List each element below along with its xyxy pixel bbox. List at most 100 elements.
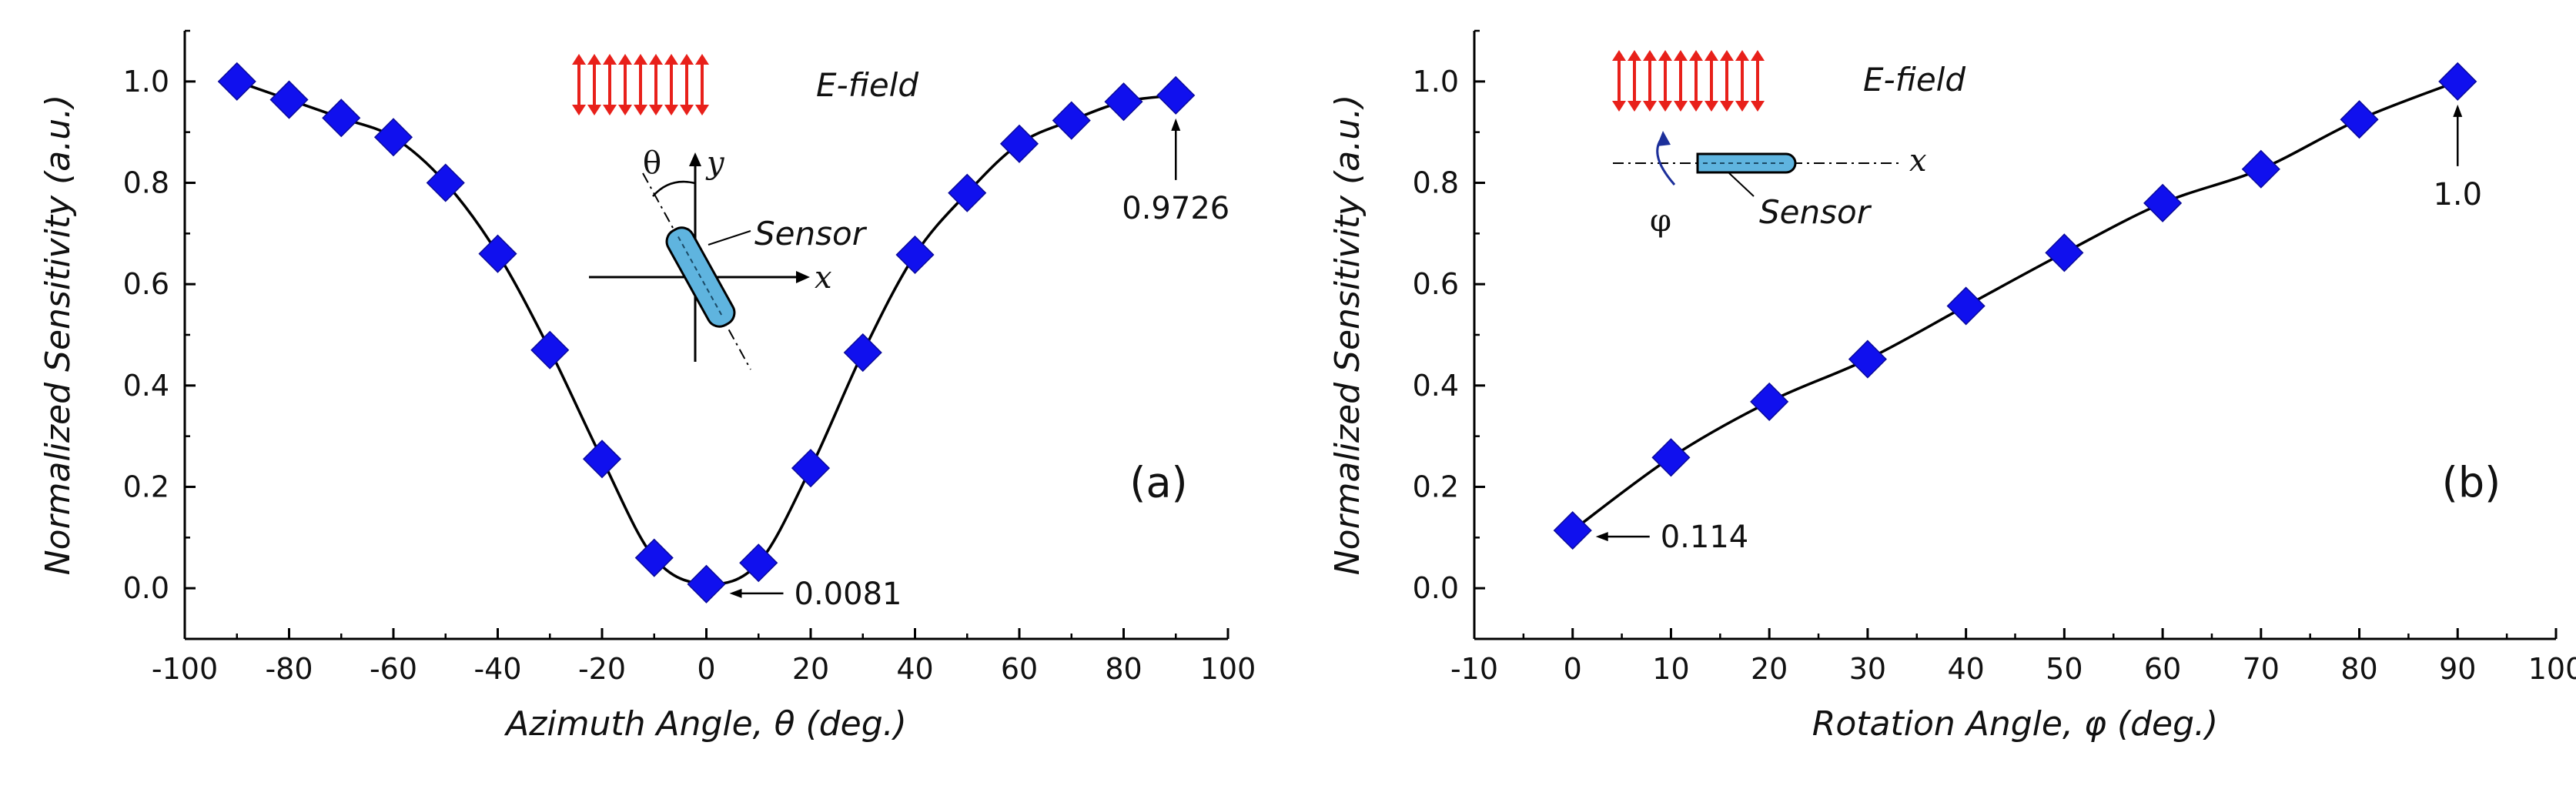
x-tick-label: 40	[896, 652, 933, 686]
y-tick-label: 0.6	[1413, 267, 1459, 301]
efield-arrow-head-up	[1643, 50, 1657, 61]
inset-y-label: y	[705, 145, 725, 181]
efield-arrow-head-down	[664, 105, 678, 115]
y-tick-label: 0.8	[1413, 166, 1459, 200]
data-point-marker	[791, 449, 831, 488]
efield-arrow-head-up	[603, 54, 617, 65]
efield-arrow-head-down	[695, 105, 709, 115]
efield-arrow-head-down	[1643, 101, 1657, 112]
data-point-marker	[1156, 75, 1196, 115]
data-point-marker	[1104, 82, 1143, 122]
efield-arrow-head-down	[1735, 101, 1749, 112]
efield-arrow-head-up	[1751, 50, 1765, 61]
rotation-arrow-head	[1657, 131, 1671, 146]
efield-arrow-head-up	[1628, 50, 1641, 61]
y-tick-label: 0.2	[1413, 470, 1459, 504]
efield-arrow-head-up	[1612, 50, 1626, 61]
efield-arrow-head-up	[1720, 50, 1734, 61]
inset-y-axis-arrowhead	[689, 152, 701, 166]
y-tick-label: 0.0	[1413, 571, 1459, 605]
data-point-marker	[373, 118, 413, 157]
x-tick-label: -40	[473, 652, 521, 686]
efield-arrow-head-up	[695, 54, 709, 65]
y-tick-label: 1.0	[123, 65, 169, 99]
panel-label: (a)	[1129, 459, 1187, 507]
efield-arrow-head-up	[572, 54, 586, 65]
data-point-marker	[843, 333, 882, 373]
annotation: 1.0	[2433, 104, 2482, 212]
x-tick-label: 100	[1200, 652, 1256, 686]
x-tick-label: 60	[1001, 652, 1038, 686]
x-tick-label: 20	[1751, 652, 1788, 686]
y-tick-label: 0.8	[123, 166, 169, 200]
efield-arrow-head-down	[1720, 101, 1734, 112]
x-tick-label: 80	[1105, 652, 1142, 686]
x-tick-label: 70	[2243, 652, 2280, 686]
efield-arrow-head-down	[1751, 101, 1765, 112]
x-tick-label: -80	[265, 652, 313, 686]
data-point-marker	[1848, 339, 1887, 379]
x-tick-label: 80	[2340, 652, 2377, 686]
efield-label: E-field	[1863, 61, 1965, 99]
data-point-marker	[2241, 149, 2280, 189]
data-point-marker	[478, 234, 517, 273]
angle-arc	[652, 180, 696, 197]
efield-arrow-head-down	[1674, 101, 1688, 112]
efield-arrow-head-down	[1612, 101, 1626, 112]
efield-arrow-head-down	[649, 105, 663, 115]
efield-arrow-head-down	[1658, 101, 1672, 112]
x-tick-label: 100	[2528, 652, 2576, 686]
x-tick-label: 90	[2439, 652, 2476, 686]
efield-arrow-head-up	[664, 54, 678, 65]
data-point-marker	[739, 543, 778, 583]
data-point-marker	[948, 173, 987, 212]
efield-arrows	[1612, 50, 1765, 112]
efield-arrow-head-down	[680, 105, 694, 115]
x-tick-label: -100	[152, 652, 218, 686]
efield-arrow-head-down	[587, 105, 601, 115]
sensor-label: Sensor	[754, 215, 868, 252]
efield-arrow-head-up	[634, 54, 647, 65]
annotation: 0.9726	[1122, 118, 1229, 226]
x-tick-label: 0	[697, 652, 715, 686]
y-tick-label: 0.4	[123, 369, 169, 403]
y-tick-label: 0.0	[123, 571, 169, 605]
y-axis-title: Normalized Sensitivity (a.u.)	[38, 95, 78, 576]
efield-arrow-head-down	[634, 105, 647, 115]
efield-arrow-head-down	[1628, 101, 1641, 112]
angle-phi-symbol: φ	[1650, 203, 1671, 239]
data-point-marker	[217, 62, 256, 101]
x-tick-label: -10	[1450, 652, 1498, 686]
data-point-marker	[999, 124, 1039, 163]
data-point-marker	[582, 440, 622, 479]
sensor-label: Sensor	[1759, 193, 1872, 231]
data-point-marker	[1553, 511, 1592, 550]
efield-arrow-head-down	[1689, 101, 1703, 112]
data-point-marker	[2045, 233, 2084, 272]
x-tick-label: 40	[1947, 652, 1984, 686]
annotation-arrow-head	[729, 588, 742, 598]
x-tick-label: 50	[2046, 652, 2083, 686]
efield-arrow-head-up	[680, 54, 694, 65]
efield-arrow-head-up	[1705, 50, 1718, 61]
x-tick-label: 20	[792, 652, 829, 686]
inset-diagram: E-field x φ Sensor	[1612, 50, 1965, 239]
inset-x-label: x	[1909, 143, 1927, 179]
x-tick-label: 0	[1564, 652, 1582, 686]
inset-x-label: x	[815, 260, 832, 296]
annotation: 0.0081	[729, 577, 902, 612]
efield-label: E-field	[816, 66, 918, 104]
inset-diagram: E-field x y θ Sensor	[572, 54, 918, 370]
efield-arrow-head-down	[1705, 101, 1718, 112]
annotation-arrow-head	[1595, 532, 1608, 542]
data-point-marker	[2438, 62, 2477, 101]
efield-arrow-head-up	[618, 54, 632, 65]
data-point-marker	[269, 80, 309, 119]
annotation-label: 0.9726	[1122, 191, 1229, 226]
data-point-marker	[1052, 101, 1091, 140]
data-point-marker	[322, 99, 361, 138]
efield-arrow-head-up	[587, 54, 601, 65]
annotation-label: 0.114	[1661, 520, 1749, 555]
y-tick-label: 0.4	[1413, 369, 1459, 403]
